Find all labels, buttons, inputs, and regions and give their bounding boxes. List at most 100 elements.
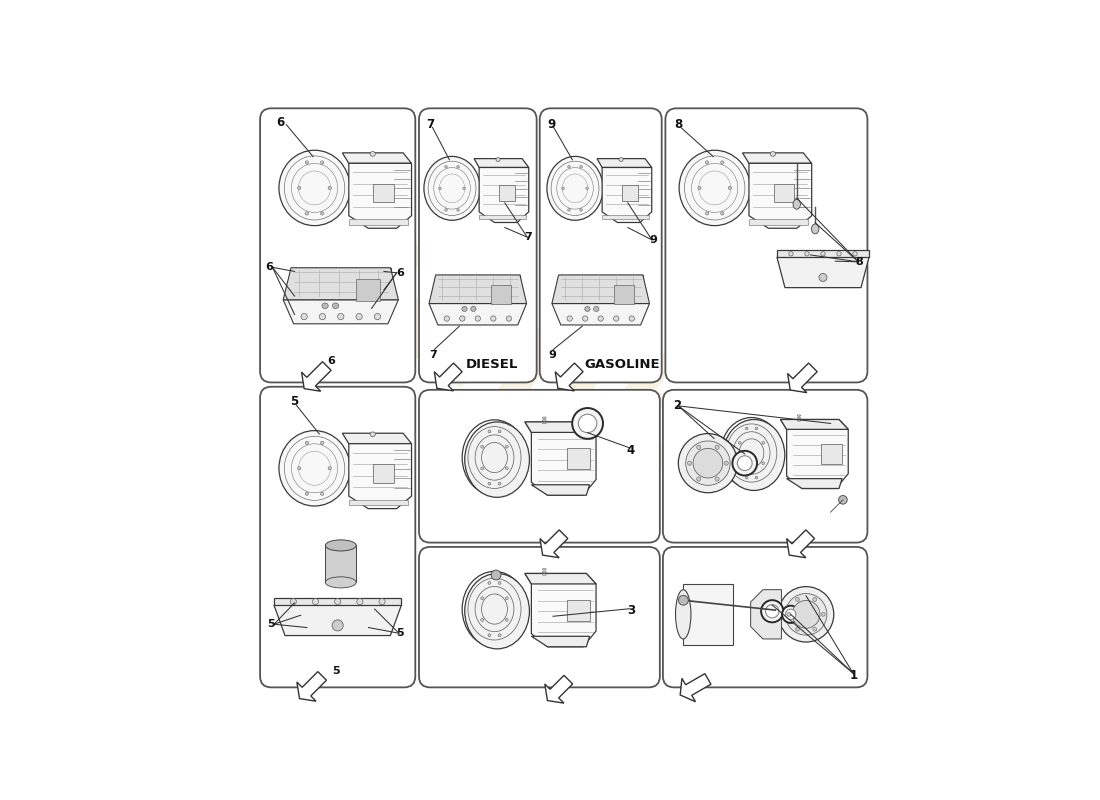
Text: 5: 5 (332, 666, 340, 676)
Circle shape (785, 594, 827, 635)
Circle shape (766, 605, 779, 618)
Circle shape (356, 598, 363, 605)
Polygon shape (786, 478, 843, 489)
Circle shape (813, 627, 816, 631)
Circle shape (852, 251, 857, 256)
Circle shape (320, 492, 323, 495)
Polygon shape (274, 605, 402, 635)
Circle shape (715, 477, 719, 481)
Bar (566, 448, 590, 469)
Circle shape (583, 316, 587, 321)
Polygon shape (602, 215, 649, 219)
Circle shape (306, 492, 308, 495)
Polygon shape (781, 419, 848, 430)
Polygon shape (786, 530, 814, 558)
Circle shape (439, 187, 441, 190)
Circle shape (505, 597, 508, 600)
Polygon shape (474, 158, 529, 167)
Circle shape (491, 570, 501, 580)
Circle shape (481, 597, 484, 600)
Text: 8: 8 (856, 257, 864, 267)
Ellipse shape (424, 157, 481, 220)
Polygon shape (750, 590, 781, 639)
Circle shape (728, 186, 732, 190)
Ellipse shape (370, 151, 375, 156)
Circle shape (379, 598, 385, 605)
Ellipse shape (619, 158, 623, 162)
Polygon shape (540, 530, 568, 558)
Polygon shape (436, 275, 520, 302)
Circle shape (614, 316, 619, 321)
Circle shape (579, 414, 597, 433)
Circle shape (475, 316, 481, 321)
Bar (373, 464, 394, 482)
Ellipse shape (542, 419, 547, 421)
Ellipse shape (279, 430, 350, 506)
Circle shape (562, 187, 564, 190)
Circle shape (572, 408, 603, 439)
Polygon shape (680, 674, 711, 702)
Circle shape (813, 598, 816, 602)
Circle shape (498, 582, 500, 584)
Ellipse shape (798, 420, 801, 422)
Circle shape (761, 600, 783, 622)
Polygon shape (531, 485, 590, 495)
Ellipse shape (723, 419, 784, 490)
Text: 6: 6 (328, 355, 336, 366)
Ellipse shape (326, 540, 356, 551)
Circle shape (688, 461, 692, 466)
Circle shape (705, 161, 708, 164)
Circle shape (301, 314, 307, 320)
Circle shape (598, 316, 604, 321)
Circle shape (491, 316, 496, 321)
Polygon shape (531, 636, 590, 646)
Circle shape (320, 442, 323, 445)
Circle shape (586, 187, 589, 190)
Bar (326, 546, 356, 582)
Text: 5: 5 (396, 628, 404, 638)
Circle shape (782, 606, 800, 623)
Ellipse shape (462, 306, 468, 311)
Bar (373, 184, 394, 202)
Circle shape (720, 161, 724, 164)
Circle shape (705, 212, 708, 215)
Ellipse shape (675, 590, 691, 639)
Polygon shape (342, 153, 411, 163)
Circle shape (456, 209, 460, 211)
Polygon shape (525, 422, 596, 495)
Circle shape (481, 618, 484, 622)
Circle shape (693, 448, 723, 478)
Circle shape (338, 314, 344, 320)
Polygon shape (556, 363, 583, 391)
Polygon shape (525, 574, 596, 584)
Ellipse shape (542, 569, 547, 570)
Polygon shape (559, 275, 642, 302)
Circle shape (696, 477, 701, 481)
Circle shape (505, 467, 508, 470)
Circle shape (320, 212, 323, 215)
Circle shape (805, 251, 810, 256)
Circle shape (755, 476, 758, 479)
Ellipse shape (464, 574, 529, 649)
Bar (621, 185, 638, 201)
Circle shape (444, 166, 448, 168)
Circle shape (762, 442, 764, 444)
Text: 1: 1 (850, 669, 858, 682)
Circle shape (837, 251, 842, 256)
Polygon shape (749, 219, 808, 225)
FancyBboxPatch shape (666, 108, 868, 382)
Circle shape (334, 598, 341, 605)
Circle shape (506, 316, 512, 321)
Circle shape (488, 634, 491, 637)
Bar (821, 444, 843, 464)
Circle shape (290, 598, 296, 605)
Polygon shape (434, 363, 462, 391)
Text: 9: 9 (548, 118, 556, 131)
Ellipse shape (279, 150, 350, 226)
Circle shape (580, 209, 582, 211)
Text: 6: 6 (265, 262, 273, 272)
Text: DIESEL: DIESEL (465, 358, 518, 371)
Polygon shape (552, 303, 649, 325)
Circle shape (505, 446, 508, 448)
Circle shape (319, 314, 326, 320)
